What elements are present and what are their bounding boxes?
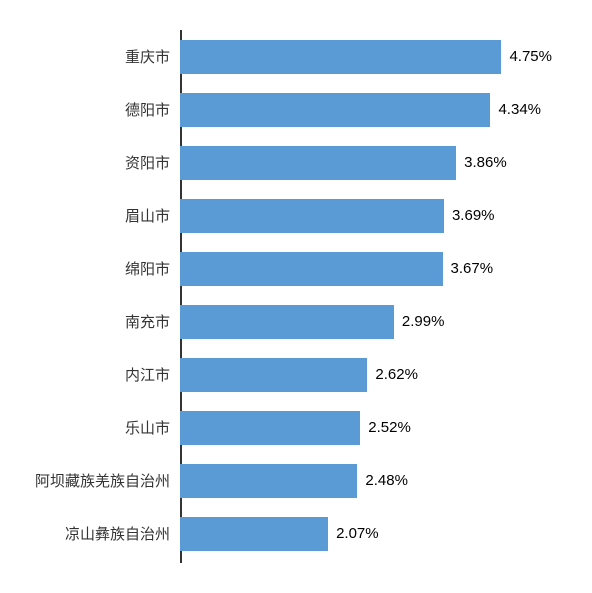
category-label: 眉山市 — [20, 205, 180, 226]
bar — [180, 411, 360, 445]
bar — [180, 146, 456, 180]
value-label: 4.75% — [501, 48, 552, 65]
category-label: 内江市 — [20, 364, 180, 385]
category-label: 德阳市 — [20, 99, 180, 120]
chart-row: 阿坝藏族羌族自治州 2.48% — [20, 454, 552, 507]
bar-wrap: 2.07% — [180, 507, 552, 560]
bar-wrap: 4.34% — [180, 83, 552, 136]
bar — [180, 464, 357, 498]
category-label: 资阳市 — [20, 152, 180, 173]
bar — [180, 517, 328, 551]
chart-row: 凉山彝族自治州 2.07% — [20, 507, 552, 560]
category-label: 凉山彝族自治州 — [20, 523, 180, 544]
value-label: 3.67% — [443, 260, 494, 277]
bar — [180, 358, 367, 392]
bar — [180, 252, 443, 286]
bar — [180, 93, 490, 127]
bar-wrap: 2.62% — [180, 348, 552, 401]
value-label: 3.86% — [456, 154, 507, 171]
bar — [180, 199, 444, 233]
value-label: 2.62% — [367, 366, 418, 383]
bar-wrap: 2.48% — [180, 454, 552, 507]
chart-row: 资阳市 3.86% — [20, 136, 552, 189]
category-label: 重庆市 — [20, 46, 180, 67]
bar-wrap: 2.52% — [180, 401, 552, 454]
bar — [180, 40, 501, 74]
chart-row: 南充市 2.99% — [20, 295, 552, 348]
bar-wrap: 4.75% — [180, 30, 552, 83]
bar — [180, 305, 394, 339]
value-label: 2.99% — [394, 313, 445, 330]
chart-row: 德阳市 4.34% — [20, 83, 552, 136]
bar-wrap: 2.99% — [180, 295, 552, 348]
category-label: 乐山市 — [20, 417, 180, 438]
chart-rows: 重庆市 4.75% 德阳市 4.34% 资阳市 3.86% 眉山市 3.69% 绵阳市 3.67%… — [20, 30, 552, 563]
category-label: 绵阳市 — [20, 258, 180, 279]
value-label: 2.07% — [328, 525, 379, 542]
category-label: 阿坝藏族羌族自治州 — [20, 470, 180, 491]
value-label: 2.48% — [357, 472, 408, 489]
category-label: 南充市 — [20, 311, 180, 332]
value-label: 4.34% — [490, 101, 541, 118]
value-label: 3.69% — [444, 207, 495, 224]
chart-row: 内江市 2.62% — [20, 348, 552, 401]
bar-wrap: 3.69% — [180, 189, 552, 242]
bar-wrap: 3.67% — [180, 242, 552, 295]
chart-row: 绵阳市 3.67% — [20, 242, 552, 295]
chart-row: 眉山市 3.69% — [20, 189, 552, 242]
horizontal-bar-chart: 重庆市 4.75% 德阳市 4.34% 资阳市 3.86% 眉山市 3.69% 绵阳市 3.67%… — [0, 0, 592, 593]
bar-wrap: 3.86% — [180, 136, 552, 189]
value-label: 2.52% — [360, 419, 411, 436]
chart-row: 重庆市 4.75% — [20, 30, 552, 83]
chart-row: 乐山市 2.52% — [20, 401, 552, 454]
